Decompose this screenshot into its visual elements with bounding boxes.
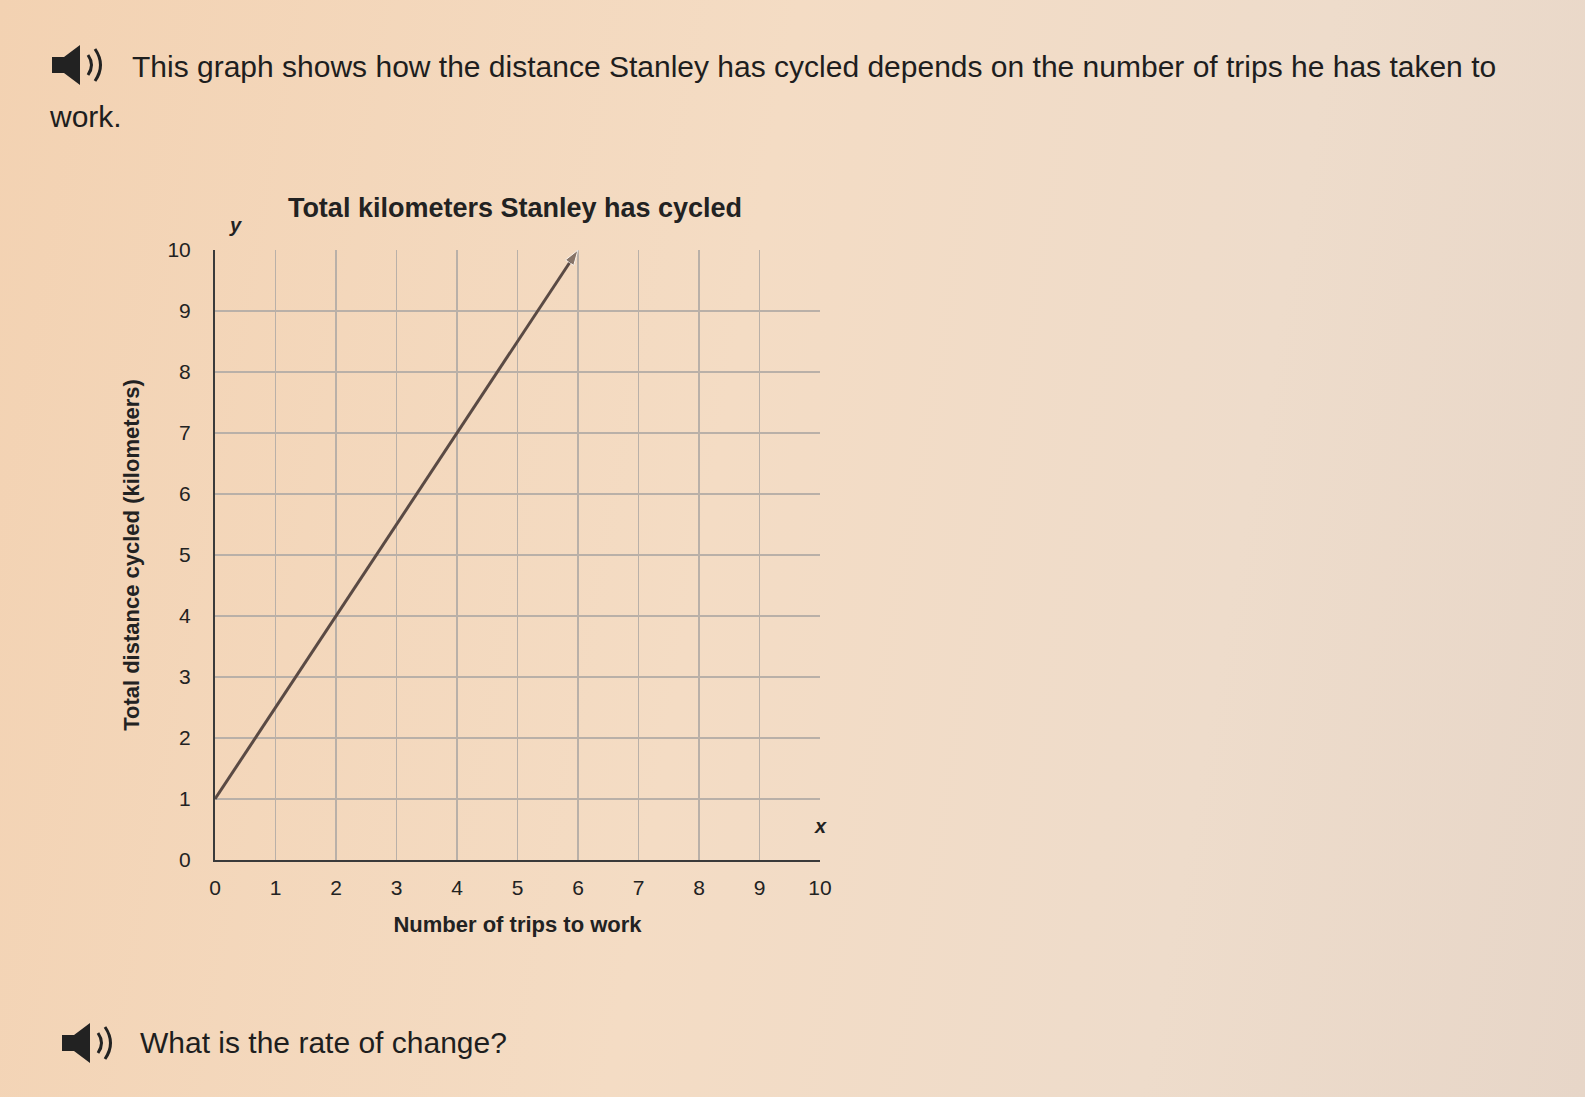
svg-text:x: x — [814, 815, 827, 837]
svg-text:Number of trips to work: Number of trips to work — [393, 912, 642, 937]
svg-text:10: 10 — [167, 238, 190, 261]
svg-text:5: 5 — [179, 543, 191, 566]
svg-text:10: 10 — [808, 876, 831, 899]
svg-text:7: 7 — [633, 876, 645, 899]
svg-text:7: 7 — [179, 421, 191, 444]
svg-text:3: 3 — [391, 876, 403, 899]
svg-text:Total kilometers Stanley has c: Total kilometers Stanley has cycled — [288, 193, 742, 223]
svg-text:Total distance cycled (kilomet: Total distance cycled (kilometers) — [119, 379, 144, 731]
svg-text:1: 1 — [179, 787, 191, 810]
html-text:What is the rate of change?: What is the rate of change? — [140, 1026, 507, 1059]
svg-text:y: y — [229, 214, 242, 236]
svg-text:0: 0 — [179, 848, 191, 871]
svg-text:0: 0 — [209, 876, 221, 899]
html-text:This graph shows how the dista: This graph shows how the distance Stanle… — [50, 50, 1497, 133]
svg-text:1: 1 — [270, 876, 282, 899]
svg-text:4: 4 — [179, 604, 191, 627]
svg-text:2: 2 — [179, 726, 191, 749]
svg-text:4: 4 — [451, 876, 463, 899]
svg-text:6: 6 — [179, 482, 191, 505]
svg-text:6: 6 — [572, 876, 584, 899]
svg-text:8: 8 — [179, 360, 191, 383]
svg-text:5: 5 — [512, 876, 524, 899]
svg-text:2: 2 — [330, 876, 342, 899]
svg-text:8: 8 — [693, 876, 705, 899]
svg-text:9: 9 — [179, 299, 191, 322]
svg-text:3: 3 — [179, 665, 191, 688]
svg-text:9: 9 — [754, 876, 766, 899]
